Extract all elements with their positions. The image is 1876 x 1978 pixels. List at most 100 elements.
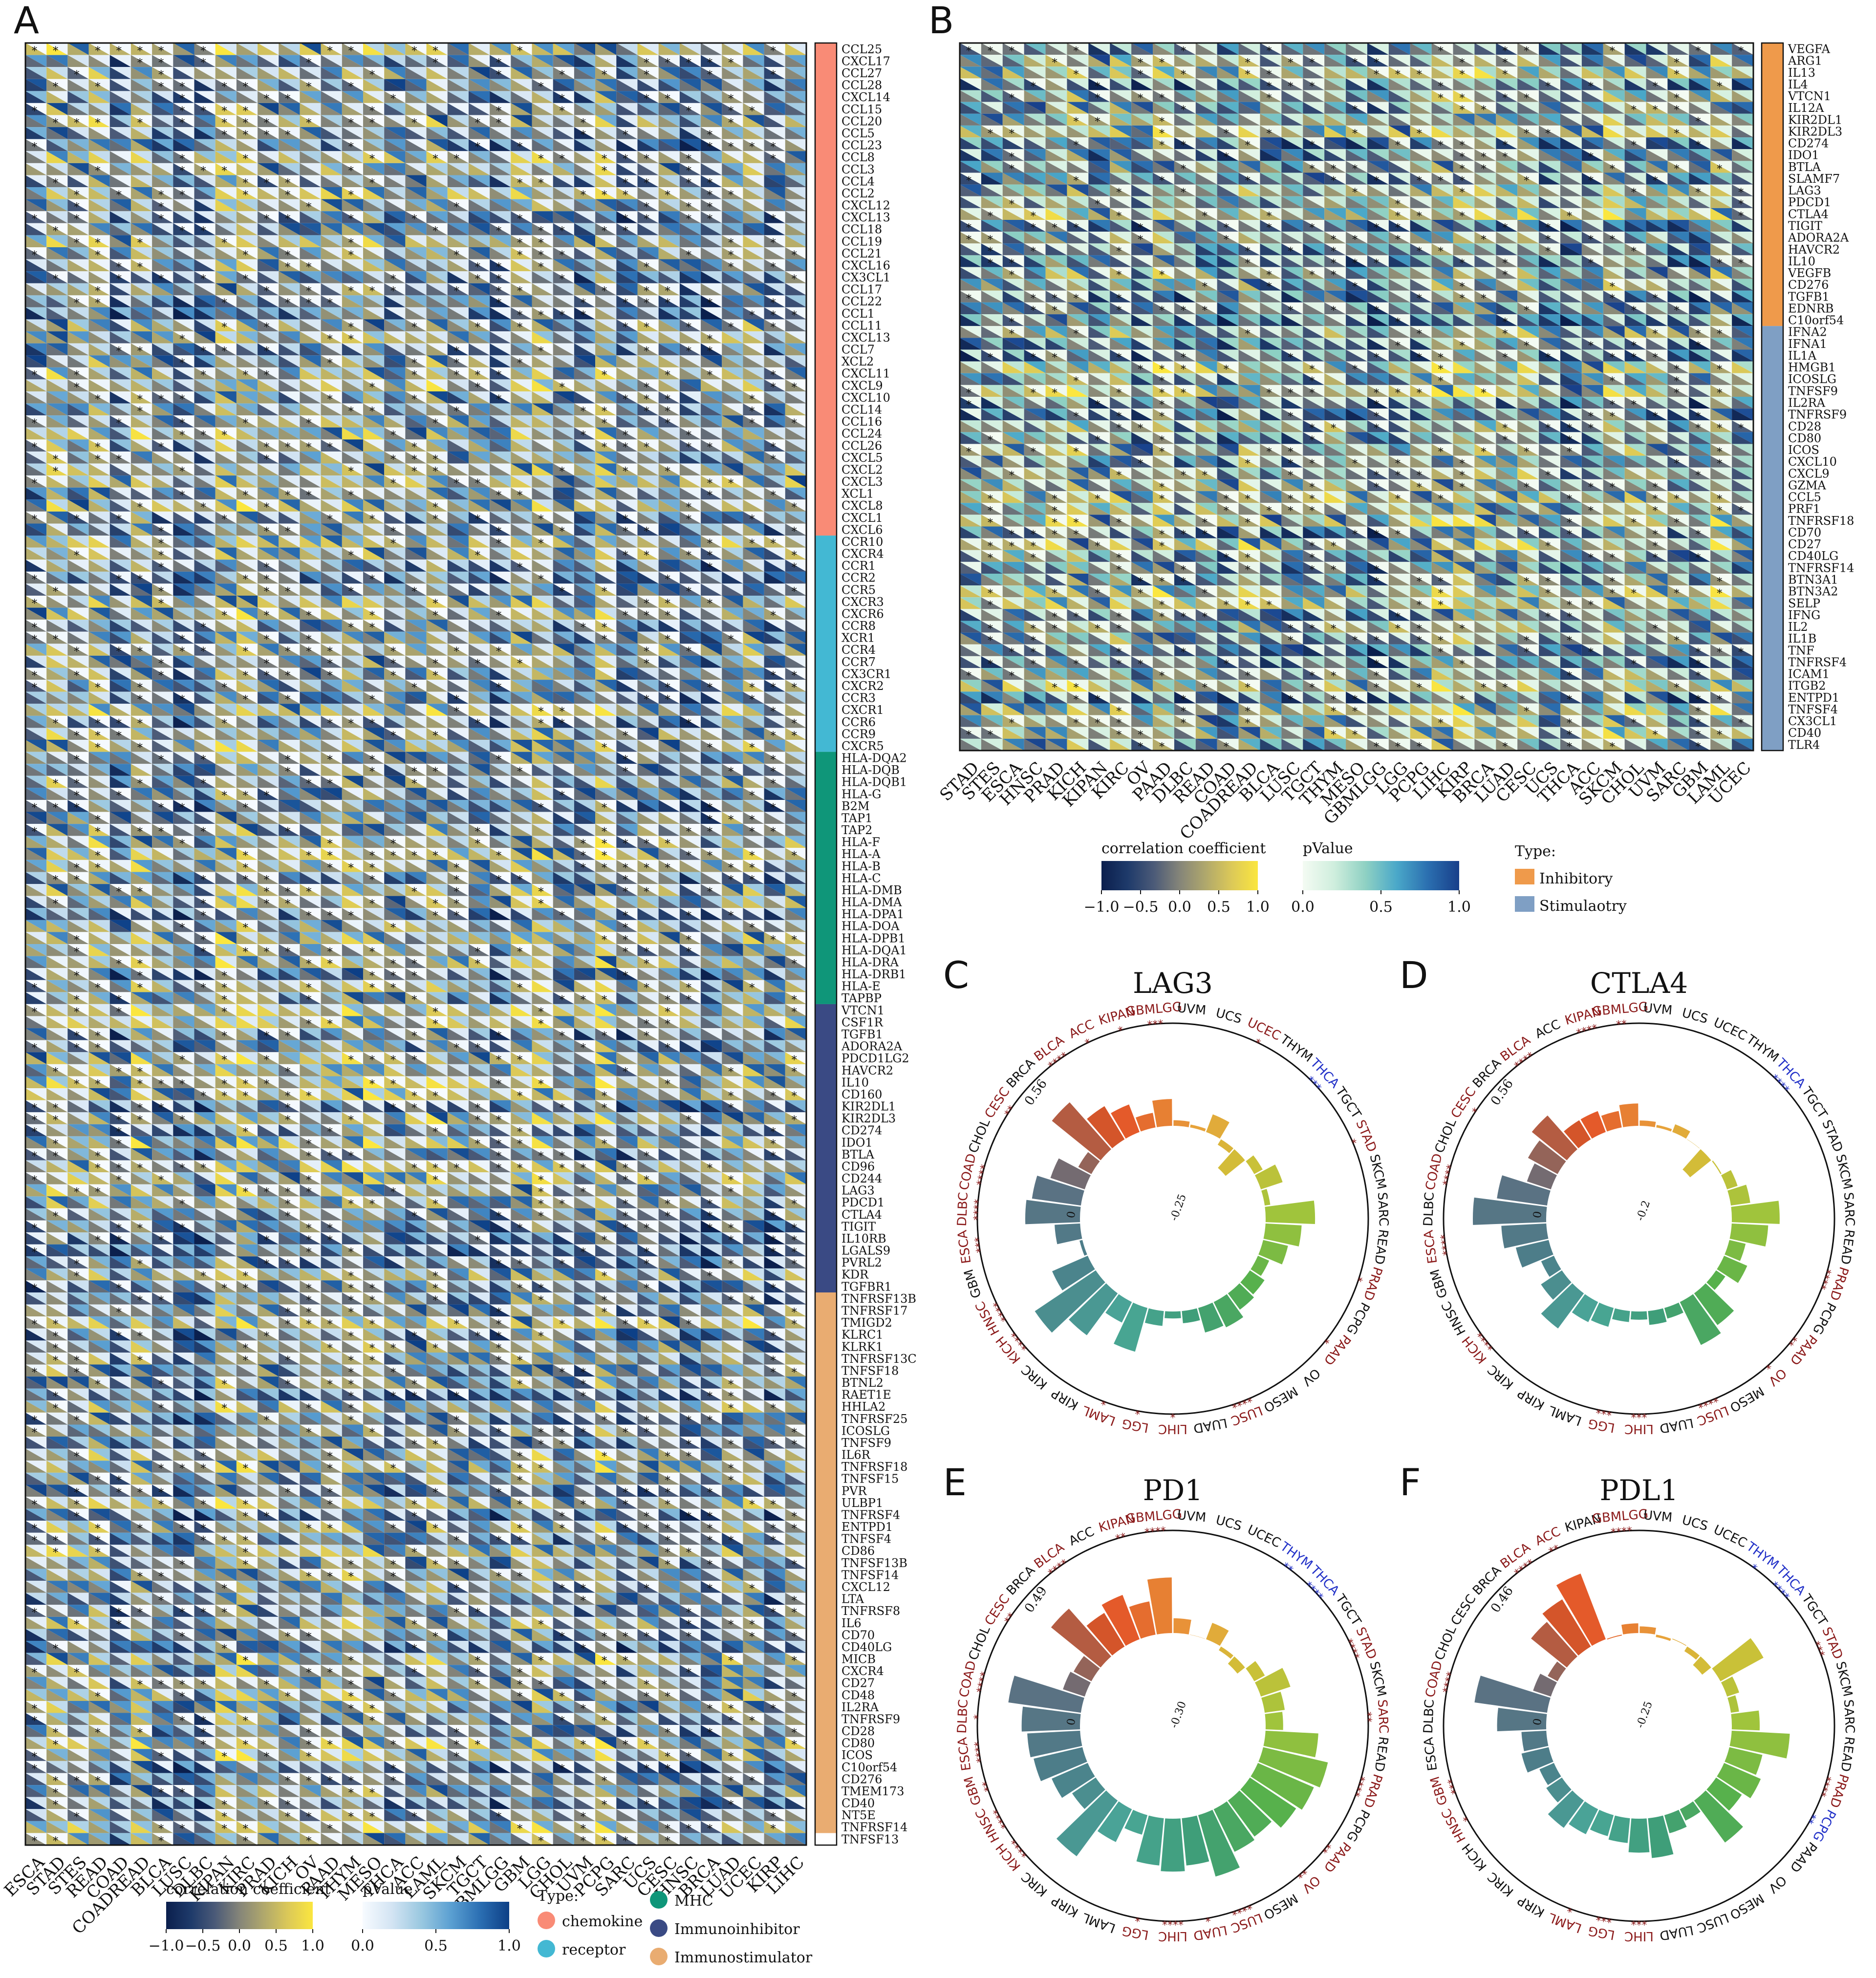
heatmap-cell-corr <box>468 127 490 139</box>
heatmap-cell-corr <box>679 139 701 151</box>
heatmap-cell-corr <box>764 103 785 115</box>
heatmap-cell-corr <box>764 115 785 128</box>
heatmap-cell-corr <box>511 79 532 91</box>
significance-mark: * <box>686 105 691 117</box>
heatmap-cell-corr <box>490 175 511 188</box>
heatmap-cell-corr <box>785 91 806 103</box>
heatmap-cell-pvalue <box>447 175 469 188</box>
heatmap-cell-corr <box>679 55 701 67</box>
heatmap-cell-corr <box>194 127 216 139</box>
heatmap-cell-pvalue <box>342 67 364 79</box>
significance-mark: * <box>348 117 354 129</box>
heatmap-cell-corr <box>321 163 342 175</box>
heatmap-cell-corr <box>701 163 722 175</box>
significance-mark: * <box>179 153 185 166</box>
heatmap-cell-pvalue <box>25 139 47 151</box>
heatmap-cell-corr <box>574 43 596 55</box>
heatmap-cell-corr <box>46 67 68 79</box>
heatmap-cell-corr <box>679 91 701 103</box>
heatmap-cell-corr <box>637 43 659 55</box>
heatmap-cell-corr <box>194 67 216 79</box>
heatmap-cell-corr <box>46 127 68 139</box>
heatmap-cell-pvalue <box>490 139 511 151</box>
heatmap-cell-corr <box>658 67 680 79</box>
heatmap-cell-corr <box>342 127 364 139</box>
heatmap-cell-pvalue <box>722 127 743 139</box>
heatmap-cell-pvalue <box>67 127 89 139</box>
heatmap-cell-corr <box>300 127 321 139</box>
significance-mark: * <box>560 153 565 166</box>
heatmap-cell-pvalue <box>109 91 131 103</box>
heatmap-cell-pvalue <box>130 127 152 139</box>
heatmap-cell-corr <box>236 151 258 163</box>
heatmap-cell-corr <box>785 103 806 115</box>
heatmap-cell-corr <box>67 91 89 103</box>
heatmap-cell-corr <box>300 43 321 55</box>
heatmap-cell-corr <box>130 115 152 128</box>
heatmap-cell-corr <box>321 43 342 55</box>
heatmap-cell-pvalue <box>595 91 617 103</box>
heatmap-cell-corr <box>511 163 532 175</box>
heatmap-cell-pvalue <box>701 67 722 79</box>
heatmap-cell-corr <box>321 79 342 91</box>
significance-mark: * <box>728 141 733 153</box>
heatmap-cell-corr <box>468 79 490 91</box>
heatmap-cell-corr <box>743 55 764 67</box>
heatmap-cell-pvalue <box>279 115 300 128</box>
heatmap-cell-corr <box>215 115 237 128</box>
heatmap-cell-corr <box>637 91 659 103</box>
heatmap-cell-corr <box>574 103 596 115</box>
heatmap-cell-pvalue <box>743 115 764 128</box>
heatmap-cell-pvalue <box>67 67 89 79</box>
heatmap-cell-corr <box>426 127 448 139</box>
significance-mark: * <box>369 117 375 129</box>
heatmap-cell-pvalue <box>215 115 237 128</box>
heatmap-cell-corr <box>658 127 680 139</box>
heatmap-cell-corr <box>447 127 469 139</box>
heatmap-cell-corr <box>405 103 427 115</box>
significance-mark: * <box>728 57 733 69</box>
heatmap-cell-corr <box>279 163 300 175</box>
significance-mark: * <box>200 44 206 57</box>
heatmap-cell-corr <box>764 175 785 188</box>
heatmap-cell-corr <box>88 139 110 151</box>
heatmap-cell-corr <box>595 79 617 91</box>
heatmap-cell-pvalue <box>658 115 680 128</box>
heatmap-cell-pvalue <box>130 139 152 151</box>
heatmap-cell-corr <box>67 103 89 115</box>
heatmap-cell-pvalue <box>490 91 511 103</box>
significance-mark: * <box>454 153 459 166</box>
significance-mark: * <box>749 141 755 153</box>
heatmap-cell-pvalue <box>88 91 110 103</box>
heatmap-cell-pvalue <box>300 127 321 139</box>
heatmap-cell-corr <box>300 79 321 91</box>
significance-mark: * <box>771 153 776 166</box>
heatmap-cell-pvalue <box>722 163 743 175</box>
heatmap-cell-pvalue <box>152 79 173 91</box>
significance-mark: * <box>411 117 417 129</box>
heatmap-cell-corr <box>152 55 173 67</box>
heatmap-cell-pvalue <box>88 151 110 163</box>
heatmap-cell-corr <box>342 151 364 163</box>
heatmap-cell-corr <box>279 79 300 91</box>
heatmap-cell-corr <box>532 91 553 103</box>
significance-mark: * <box>200 165 206 177</box>
significance-mark: * <box>158 44 164 57</box>
significance-mark: * <box>74 69 79 82</box>
heatmap-cell-corr <box>722 103 743 115</box>
heatmap-cell-corr <box>363 91 385 103</box>
heatmap-cell-corr <box>67 127 89 139</box>
heatmap-cell-corr <box>88 67 110 79</box>
heatmap-cell-pvalue <box>426 115 448 128</box>
heatmap-cell-corr <box>258 127 279 139</box>
heatmap-cell-corr <box>637 151 659 163</box>
heatmap-cell-corr <box>109 55 131 67</box>
heatmap-cell-corr <box>574 79 596 91</box>
heatmap-cell-corr <box>130 151 152 163</box>
heatmap-cell-corr <box>109 151 131 163</box>
significance-mark: * <box>602 165 607 177</box>
heatmap-cell-corr <box>130 79 152 91</box>
heatmap-cell-corr <box>490 43 511 55</box>
heatmap-cell-pvalue <box>447 43 469 55</box>
significance-mark: * <box>348 165 354 177</box>
